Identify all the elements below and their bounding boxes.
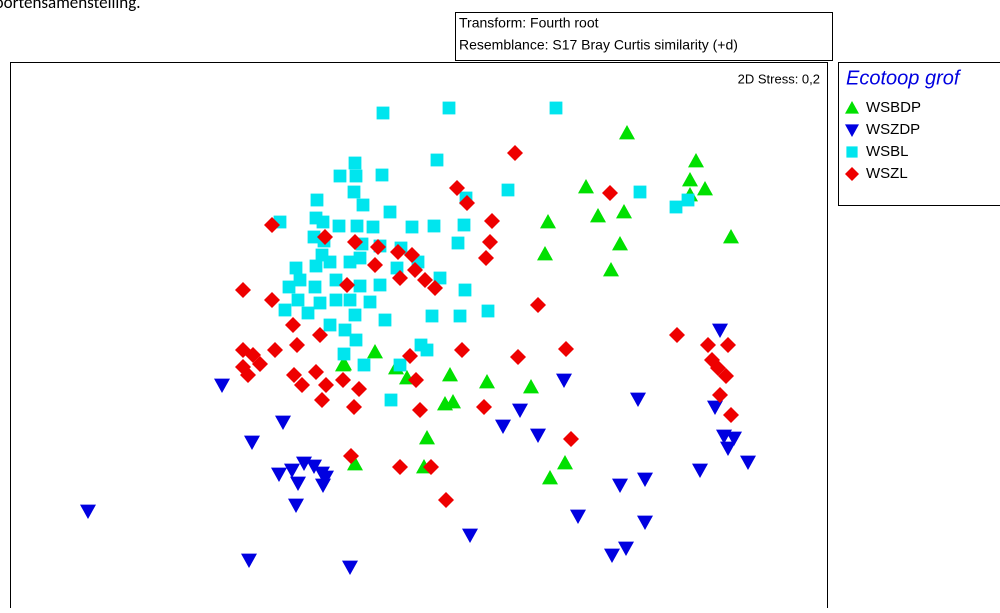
- point: [367, 221, 380, 234]
- legend-label: WSBDP: [866, 99, 921, 116]
- point: [459, 284, 472, 297]
- point: [364, 296, 377, 309]
- point: [350, 170, 363, 183]
- point: [324, 319, 337, 332]
- point: [348, 186, 361, 199]
- point: [317, 216, 330, 229]
- point: [377, 107, 390, 120]
- stress-label: 2D Stress: 0,2: [738, 71, 820, 86]
- annotation: Resemblance: S17 Bray Curtis similarity …: [459, 37, 738, 53]
- annotation: Transform: Fourth root: [459, 15, 599, 31]
- point: [502, 184, 515, 197]
- point: [482, 305, 495, 318]
- point: [294, 274, 307, 287]
- point: [324, 256, 337, 269]
- point: [376, 169, 389, 182]
- point: [283, 281, 296, 294]
- point: [634, 186, 647, 199]
- point: [338, 348, 351, 361]
- point: [344, 294, 357, 307]
- legend-label: WSBL: [866, 143, 909, 160]
- point: [310, 260, 323, 273]
- point: [311, 194, 324, 207]
- point: [682, 194, 695, 207]
- point: [279, 304, 292, 317]
- point: [384, 206, 397, 219]
- point: [357, 199, 370, 212]
- point: [379, 314, 392, 327]
- legend-label: WSZDP: [866, 121, 920, 138]
- point: [290, 262, 303, 275]
- legend-title: Ecotoop grof: [846, 67, 962, 89]
- point: [431, 154, 444, 167]
- point: [358, 359, 371, 372]
- point: [333, 220, 346, 233]
- point: [309, 281, 322, 294]
- point: [302, 307, 315, 320]
- point: [349, 157, 362, 170]
- point: [394, 359, 407, 372]
- point: [443, 102, 456, 115]
- point: [458, 219, 471, 232]
- point: [421, 344, 434, 357]
- point: [351, 220, 364, 233]
- point: [670, 201, 683, 214]
- point: [354, 252, 367, 265]
- legend-label: WSZL: [866, 165, 908, 182]
- point: [452, 237, 465, 250]
- point: [385, 394, 398, 407]
- point: [426, 310, 439, 323]
- point: [354, 280, 367, 293]
- point: [550, 102, 563, 115]
- caption: soortensamenstelling.: [0, 0, 141, 13]
- point: [349, 309, 362, 322]
- point: [334, 170, 347, 183]
- point: [428, 220, 441, 233]
- point: [454, 310, 467, 323]
- point: [330, 294, 343, 307]
- plot-frame: [11, 63, 828, 609]
- point: [314, 297, 327, 310]
- legend-marker: [846, 146, 857, 157]
- point: [350, 334, 363, 347]
- point: [292, 294, 305, 307]
- point: [406, 221, 419, 234]
- point: [374, 279, 387, 292]
- point: [339, 324, 352, 337]
